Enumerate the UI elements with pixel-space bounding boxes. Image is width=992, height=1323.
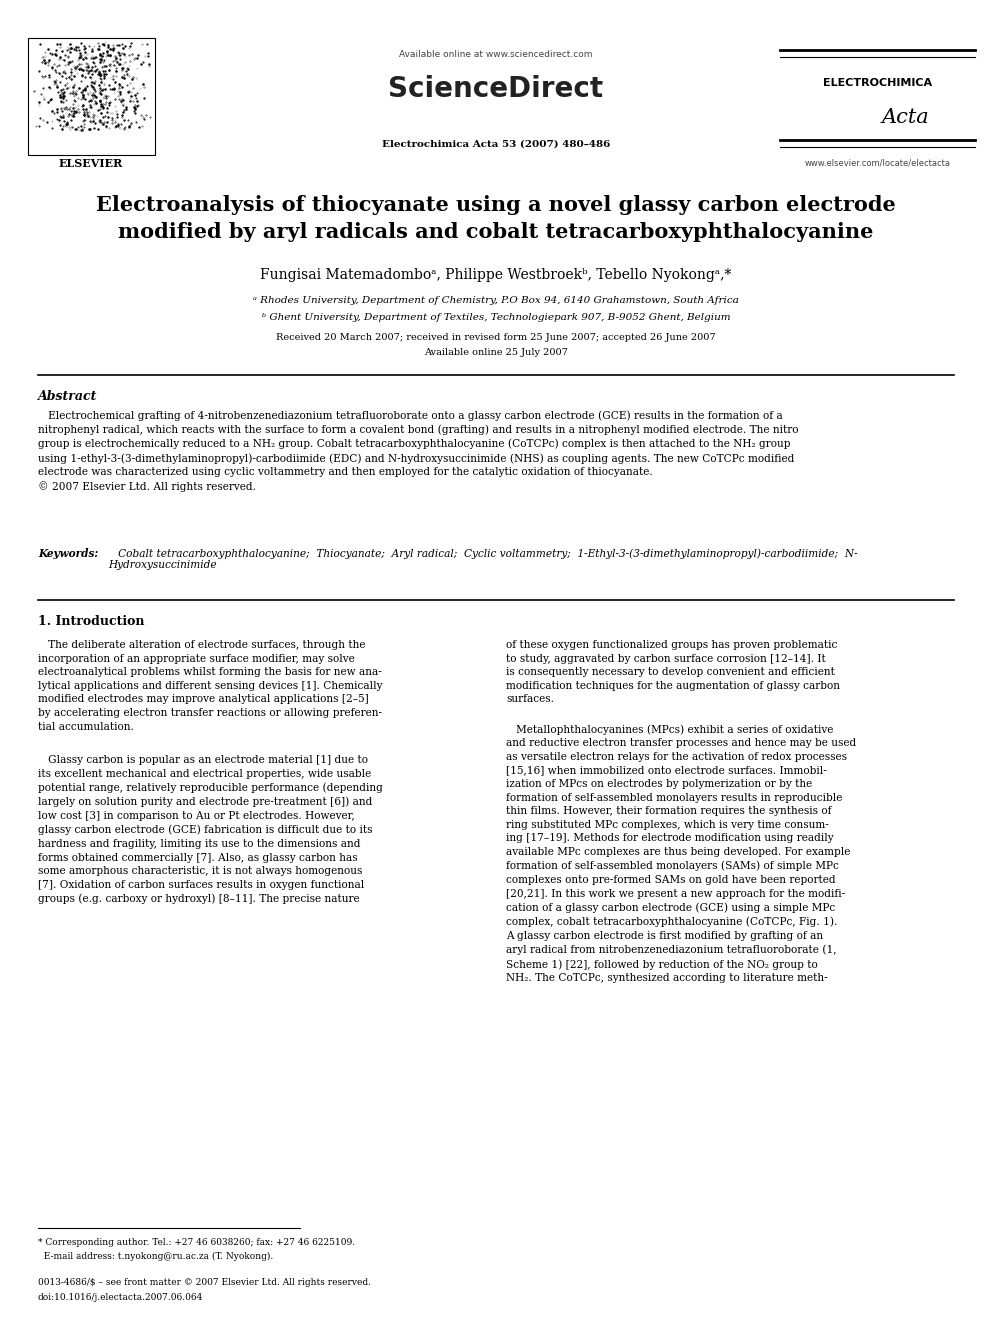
Text: The deliberate alteration of electrode surfaces, through the
incorporation of an: The deliberate alteration of electrode s… (38, 640, 383, 732)
Text: modified by aryl radicals and cobalt tetracarboxyphthalocyanine: modified by aryl radicals and cobalt tet… (118, 222, 874, 242)
Text: Abstract: Abstract (38, 390, 97, 404)
Text: Cobalt tetracarboxyphthalocyanine;  Thiocyanate;  Aryl radical;  Cyclic voltamme: Cobalt tetracarboxyphthalocyanine; Thioc… (108, 548, 858, 570)
Text: of these oxygen functionalized groups has proven problematic
to study, aggravate: of these oxygen functionalized groups ha… (506, 640, 840, 704)
Text: ELECTROCHIMICA: ELECTROCHIMICA (823, 78, 932, 89)
Text: Available online at www.sciencedirect.com: Available online at www.sciencedirect.co… (399, 50, 593, 60)
Text: Received 20 March 2007; received in revised form 25 June 2007; accepted 26 June : Received 20 March 2007; received in revi… (276, 333, 716, 343)
Bar (28, 38, 155, 155)
Text: E-mail address: t.nyokong@ru.ac.za (T. Nyokong).: E-mail address: t.nyokong@ru.ac.za (T. N… (38, 1252, 273, 1261)
Text: Acta: Acta (881, 108, 929, 127)
Text: * Corresponding author. Tel.: +27 46 6038260; fax: +27 46 6225109.: * Corresponding author. Tel.: +27 46 603… (38, 1238, 355, 1248)
Text: 1. Introduction: 1. Introduction (38, 615, 145, 628)
Text: Fungisai Matemadomboᵃ, Philippe Westbroekᵇ, Tebello Nyokongᵃ,*: Fungisai Matemadomboᵃ, Philippe Westbroe… (260, 269, 732, 282)
Text: Available online 25 July 2007: Available online 25 July 2007 (424, 348, 568, 357)
Text: Glassy carbon is popular as an electrode material [1] due to
its excellent mecha: Glassy carbon is popular as an electrode… (38, 755, 383, 904)
Text: Electrochimica Acta 53 (2007) 480–486: Electrochimica Acta 53 (2007) 480–486 (382, 140, 610, 149)
Text: Keywords:: Keywords: (38, 548, 98, 560)
Text: ScienceDirect: ScienceDirect (389, 75, 603, 103)
Text: ᵇ Ghent University, Department of Textiles, Technologiepark 907, B-9052 Ghent, B: ᵇ Ghent University, Department of Textil… (262, 314, 730, 321)
Text: Metallophthalocyanines (MPcs) exhibit a series of oxidative
and reductive electr: Metallophthalocyanines (MPcs) exhibit a … (506, 724, 856, 983)
Text: 0013-4686/$ – see front matter © 2007 Elsevier Ltd. All rights reserved.: 0013-4686/$ – see front matter © 2007 El… (38, 1278, 371, 1287)
Text: www.elsevier.com/locate/electacta: www.elsevier.com/locate/electacta (805, 157, 951, 167)
Text: ELSEVIER: ELSEVIER (59, 157, 123, 169)
Text: Electroanalysis of thiocyanate using a novel glassy carbon electrode: Electroanalysis of thiocyanate using a n… (96, 194, 896, 216)
Text: ᵃ Rhodes University, Department of Chemistry, P.O Box 94, 6140 Grahamstown, Sout: ᵃ Rhodes University, Department of Chemi… (253, 296, 739, 306)
Text: doi:10.1016/j.electacta.2007.06.064: doi:10.1016/j.electacta.2007.06.064 (38, 1293, 203, 1302)
Text: Electrochemical grafting of 4-nitrobenzenediazonium tetrafluoroborate onto a gla: Electrochemical grafting of 4-nitrobenze… (38, 410, 799, 492)
